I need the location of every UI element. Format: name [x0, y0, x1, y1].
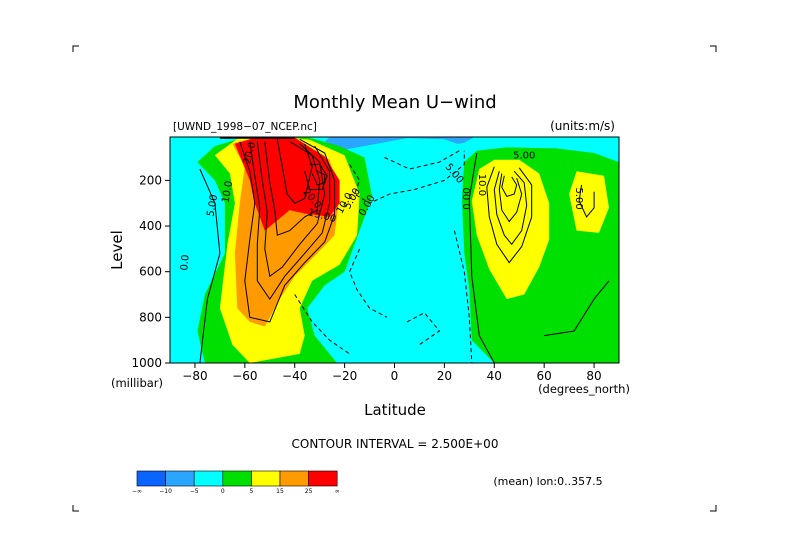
y-tick-label: 600	[139, 265, 162, 279]
colorbar: −∞ −10 −5 0 5 15 25 ∞	[132, 470, 340, 495]
contour-line-19	[468, 152, 495, 363]
y-tick-label: 800	[139, 310, 162, 324]
y-axis-ticks: 200 400 600 800 1000	[131, 173, 170, 370]
x-tick-label: −60	[232, 369, 257, 383]
contour-line-7	[486, 166, 533, 264]
contour-line-14	[384, 150, 460, 170]
contour-line-11	[578, 184, 595, 218]
colorbar-label: 5	[249, 488, 253, 495]
colorbar-swatch	[222, 470, 252, 487]
contour-line-13	[349, 248, 388, 318]
colorbar-label: ∞	[335, 488, 340, 495]
colorbar-label: −10	[159, 488, 172, 495]
contour-label: 5.00	[206, 194, 221, 218]
contour-fill-pos5-2	[569, 171, 609, 233]
contour-label: 5.00	[573, 188, 584, 210]
colorbar-swatch	[193, 470, 224, 487]
colorbar-label: 25	[305, 488, 313, 495]
x-axis-unit: (degrees_north)	[538, 382, 630, 396]
contour-line-9	[498, 173, 523, 223]
contour-line-8	[493, 170, 528, 246]
x-tick-label: −20	[332, 369, 357, 383]
colorbar-label: 15	[276, 488, 284, 495]
contour-label: 10.0	[476, 174, 487, 196]
contour-line-5	[311, 170, 326, 186]
colorbar-swatch	[136, 470, 166, 487]
crop-marks	[72, 45, 717, 512]
contour-label: 5.00	[513, 150, 535, 161]
contour-line-12	[349, 150, 465, 204]
source-file-label: [UWND_1998−07_NCEP.nc]	[173, 121, 317, 133]
x-tick-label: 60	[537, 369, 552, 383]
contour-label: 10.0	[221, 180, 236, 204]
contour-line-1	[249, 141, 331, 300]
contour-interval-note: CONTOUR INTERVAL = 2.500E+00	[292, 437, 499, 451]
contour-fill-zero-1	[170, 164, 203, 272]
x-axis-title: Latitude	[364, 401, 426, 419]
contour-label: 0.00	[462, 188, 473, 210]
contour-line-0	[239, 138, 336, 323]
colorbar-swatch	[279, 470, 309, 487]
x-axis-ticks: −80 −60 −40 −20 0 20 40 60 80	[182, 363, 602, 383]
x-tick-label: −80	[182, 369, 207, 383]
colorbar-swatch	[251, 470, 281, 487]
contour-fill-zero-0	[289, 138, 470, 363]
x-tick-label: 0	[391, 369, 399, 383]
y-axis-unit: (millibar)	[111, 376, 163, 390]
units-label: (units:m/s)	[550, 119, 615, 133]
contour-label: 0.0	[179, 254, 191, 271]
contour-lines	[199, 138, 610, 363]
y-tick-label: 1000	[131, 356, 162, 370]
contour-line-18	[199, 168, 221, 363]
y-axis-title: Level	[108, 230, 126, 270]
colorbar-label: −∞	[132, 488, 142, 495]
x-tick-label: 40	[487, 369, 502, 383]
x-tick-label: −40	[282, 369, 307, 383]
filled-contours	[170, 137, 619, 363]
y-tick-label: 400	[139, 219, 162, 233]
chart-title: Monthly Mean U−wind	[293, 92, 496, 113]
contour-line-20	[544, 280, 610, 337]
colorbar-swatch	[165, 470, 195, 487]
colorbar-label: 0	[221, 488, 225, 495]
contour-line-16	[453, 230, 473, 363]
x-tick-label: 20	[437, 369, 452, 383]
contour-line-10	[501, 175, 518, 197]
y-tick-label: 200	[139, 173, 162, 187]
colorbar-label: −5	[190, 488, 199, 495]
contour-fill-pos5-1	[471, 159, 550, 300]
contour-line-15	[406, 312, 441, 346]
contour-line-6	[276, 139, 313, 204]
contour-line-17	[294, 294, 350, 355]
contour-fill-zero-3	[170, 333, 178, 363]
averaging-note: (mean) lon:0..357.5	[493, 475, 602, 488]
contour-line-3	[264, 141, 321, 236]
colorbar-swatch	[308, 470, 338, 487]
x-tick-label: 80	[586, 369, 601, 383]
